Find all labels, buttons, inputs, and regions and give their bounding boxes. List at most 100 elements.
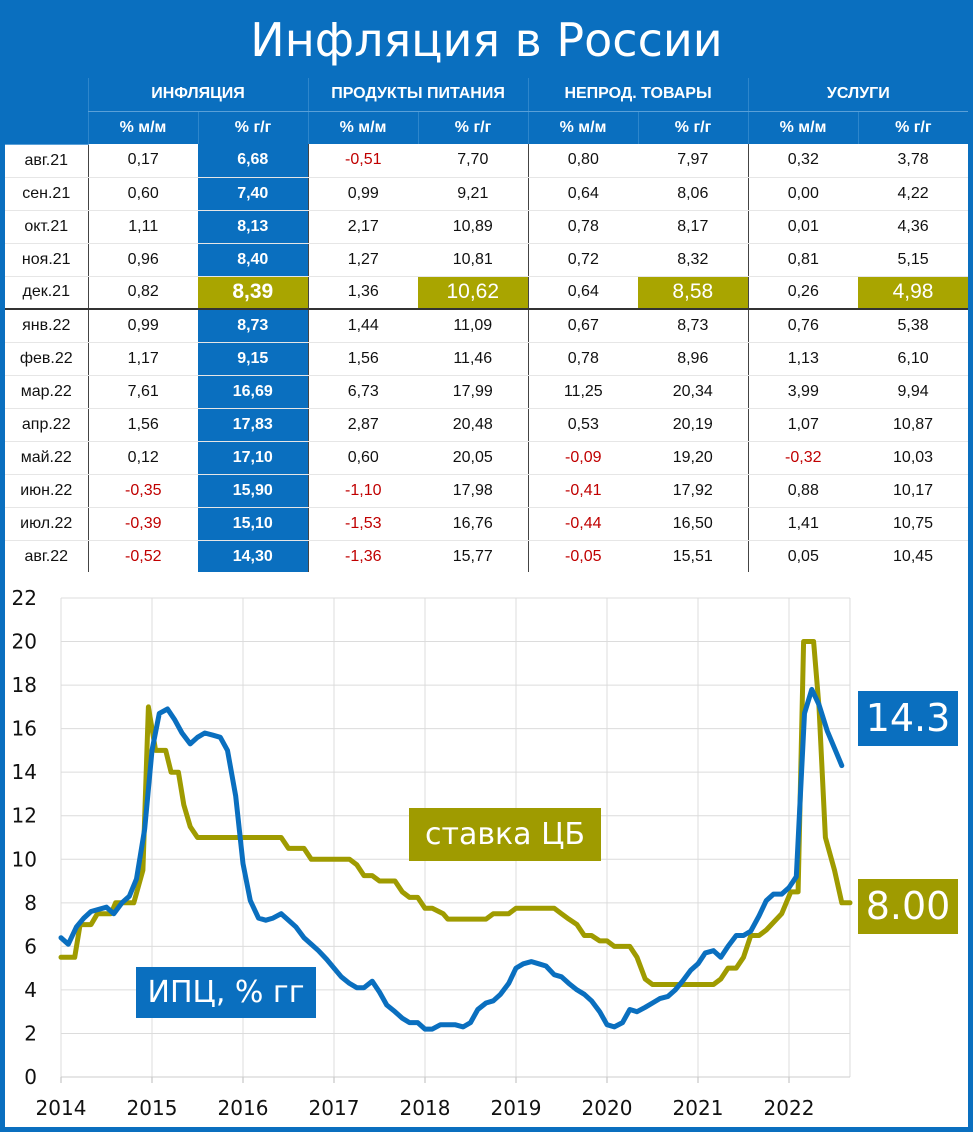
table-row: ноя.21 0,96 8,40 1,27 10,81 0,72 8,32 0,81 5,15: [5, 243, 969, 277]
corner-cell: [5, 78, 88, 145]
y-tick-label: 12: [12, 804, 37, 828]
cpi-series-line: [58, 686, 845, 1032]
table-cell: 1,11: [87, 210, 198, 244]
subheader: % м/м: [527, 111, 639, 144]
table-cell: 1,44: [307, 309, 419, 343]
table-cell: -1,36: [307, 540, 419, 574]
table-cell: 11,09: [418, 309, 529, 343]
group-header: УСЛУГИ: [747, 78, 969, 112]
table-cell: -0,35: [87, 474, 198, 508]
row-label: дек.21: [5, 276, 88, 310]
row-label: мар.22: [5, 375, 88, 409]
table-cell: 8,40: [198, 243, 309, 277]
x-tick-label: 2022: [764, 1096, 815, 1120]
x-tick-label: 2014: [36, 1096, 87, 1120]
table-cell: 11,46: [418, 342, 529, 376]
table-row: июн.22 -0,35 15,90 -1,10 17,98 -0,41 17,92 0,88…: [5, 474, 969, 508]
table-cell: 17,92: [638, 474, 749, 508]
table-cell: 1,17: [87, 342, 198, 376]
table-cell: -0,09: [527, 441, 639, 475]
row-label: фев.22: [5, 342, 88, 376]
table-cell: 0,76: [747, 309, 859, 343]
table-cell: 1,27: [307, 243, 419, 277]
table-cell: -0,51: [307, 144, 419, 178]
table-cell: 0,17: [87, 144, 198, 178]
table-cell: 4,36: [858, 210, 969, 244]
table-cell: 9,21: [418, 177, 529, 211]
x-tick-label: 2018: [400, 1096, 451, 1120]
cpi-legend-label: ИПЦ, % гг: [136, 967, 316, 1018]
x-tick-label: 2015: [127, 1096, 178, 1120]
table-cell: 2,87: [307, 408, 419, 442]
table-row: авг.22 -0,52 14,30 -1,36 15,77 -0,05 15,51 0,05…: [5, 540, 969, 574]
table-cell: 1,56: [87, 408, 198, 442]
table-cell: 10,87: [858, 408, 969, 442]
table-cell: 4,98: [858, 276, 969, 310]
table-cell: -0,44: [527, 507, 639, 541]
subheader: % м/м: [747, 111, 859, 144]
table-cell: 0,05: [747, 540, 859, 574]
table-cell: 0,78: [527, 342, 639, 376]
y-tick-label: 14: [12, 760, 37, 784]
table-cell: 7,61: [87, 375, 198, 409]
table-cell: 6,68: [198, 144, 309, 178]
row-label: май.22: [5, 441, 88, 475]
row-label: окт.21: [5, 210, 88, 244]
row-label: ноя.21: [5, 243, 88, 277]
table-cell: -0,39: [87, 507, 198, 541]
group-header: ИНФЛЯЦИЯ: [87, 78, 309, 112]
y-tick-label: 6: [24, 934, 37, 958]
table-cell: 0,26: [747, 276, 859, 310]
subheader: % м/м: [307, 111, 419, 144]
table-cell: 11,25: [527, 375, 639, 409]
y-tick-label: 18: [12, 673, 37, 697]
subheader: % г/г: [857, 111, 969, 144]
table-cell: -1,10: [307, 474, 419, 508]
table-cell: 5,38: [858, 309, 969, 343]
x-tick-label: 2016: [218, 1096, 269, 1120]
row-label: янв.22: [5, 309, 88, 343]
y-tick-label: 4: [24, 978, 37, 1002]
group-header-row: ИНФЛЯЦИЯ ПРОДУКТЫ ПИТАНИЯ НЕПРОД. ТОВАРЫ…: [5, 78, 969, 145]
table-cell: 1,56: [307, 342, 419, 376]
table-cell: 1,41: [747, 507, 859, 541]
table-cell: 10,81: [418, 243, 529, 277]
y-tick-label: 2: [24, 1021, 37, 1045]
table-cell: 9,15: [198, 342, 309, 376]
table-cell: 15,51: [638, 540, 749, 574]
table-cell: 0,64: [527, 276, 639, 310]
table-cell: 0,01: [747, 210, 859, 244]
table-row: июл.22 -0,39 15,10 -1,53 16,76 -0,44 16,50 1,41…: [5, 507, 969, 541]
cpi-end-value: 14.3: [858, 691, 958, 746]
table-cell: 10,89: [418, 210, 529, 244]
table-cell: 0,53: [527, 408, 639, 442]
group-header: ПРОДУКТЫ ПИТАНИЯ: [307, 78, 529, 112]
table-cell: 20,05: [418, 441, 529, 475]
table-cell: 10,62: [418, 276, 529, 310]
row-label: июл.22: [5, 507, 88, 541]
table-cell: 0,72: [527, 243, 639, 277]
table-cell: 0,60: [87, 177, 198, 211]
table-cell: 15,10: [198, 507, 309, 541]
table-cell: 0,81: [747, 243, 859, 277]
table-cell: -0,32: [747, 441, 859, 475]
group-header: НЕПРОД. ТОВАРЫ: [527, 78, 749, 112]
table-cell: -1,53: [307, 507, 419, 541]
table-row: янв.22 0,99 8,73 1,44 11,09 0,67 8,73 0,76 5,38: [5, 309, 969, 343]
y-tick-label: 20: [12, 630, 37, 654]
x-tick-label: 2020: [582, 1096, 633, 1120]
table-cell: 8,06: [638, 177, 749, 211]
table-cell: 0,88: [747, 474, 859, 508]
table-cell: 5,15: [858, 243, 969, 277]
chart-panel: 0 2 4 6 8 10 12 14 16 18 20 22 2014 2015 2016 2017 2018 2…: [5, 572, 968, 1127]
table-row: дек.21 0,82 8,39 1,36 10,62 0,64 8,58 0,26 4,98: [5, 276, 969, 310]
table-cell: 8,73: [638, 309, 749, 343]
table-cell: 3,78: [858, 144, 969, 178]
table-cell: 8,13: [198, 210, 309, 244]
table-cell: 0,67: [527, 309, 639, 343]
table-cell: 17,99: [418, 375, 529, 409]
table-cell: 4,22: [858, 177, 969, 211]
table-row: мар.22 7,61 16,69 6,73 17,99 11,25 20,34 3,99 9,…: [5, 375, 969, 409]
table-cell: -0,52: [87, 540, 198, 574]
table-cell: 0,12: [87, 441, 198, 475]
